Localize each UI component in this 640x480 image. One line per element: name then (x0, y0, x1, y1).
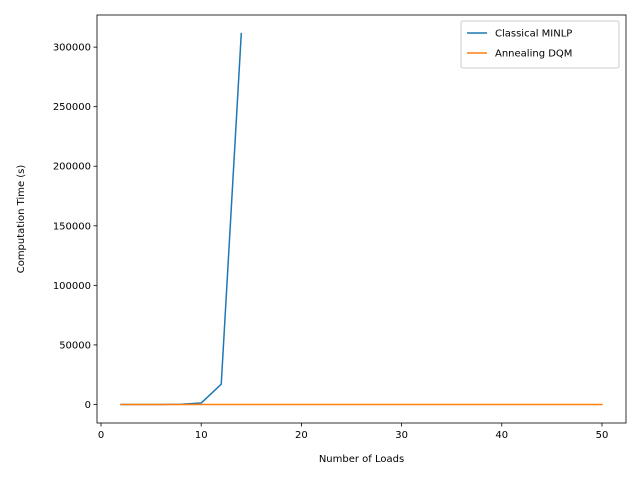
legend: Classical MINLP Annealing DQM (460, 20, 620, 69)
y-axis-label: Computation Time (s) (16, 165, 27, 274)
legend-box (460, 20, 620, 69)
y-tick-label: 200000 (53, 162, 91, 173)
y-tick-label: 100000 (53, 281, 91, 292)
y-tick-label: 150000 (53, 221, 91, 232)
x-tick-label: 30 (395, 430, 408, 441)
x-tick-label: 20 (295, 430, 308, 441)
x-axis-label: Number of Loads (319, 454, 404, 465)
x-axis-ticks: 0 10 20 30 40 50 (98, 423, 609, 441)
y-axis-ticks: 0 50000 100000 150000 200000 250000 300000 (53, 43, 97, 411)
axes-frame (96, 14, 627, 424)
legend-label: Classical MINLP (495, 29, 572, 40)
x-tick-label: 10 (195, 430, 208, 441)
x-tick-label: 0 (98, 430, 104, 441)
x-tick-label: 40 (495, 430, 508, 441)
y-tick-label: 0 (85, 400, 91, 411)
y-tick-label: 250000 (53, 102, 91, 113)
plot-area (96, 14, 627, 424)
legend-label: Annealing DQM (495, 49, 572, 60)
y-tick-label: 50000 (59, 340, 91, 351)
y-tick-label: 300000 (53, 43, 91, 54)
x-tick-label: 50 (596, 430, 609, 441)
